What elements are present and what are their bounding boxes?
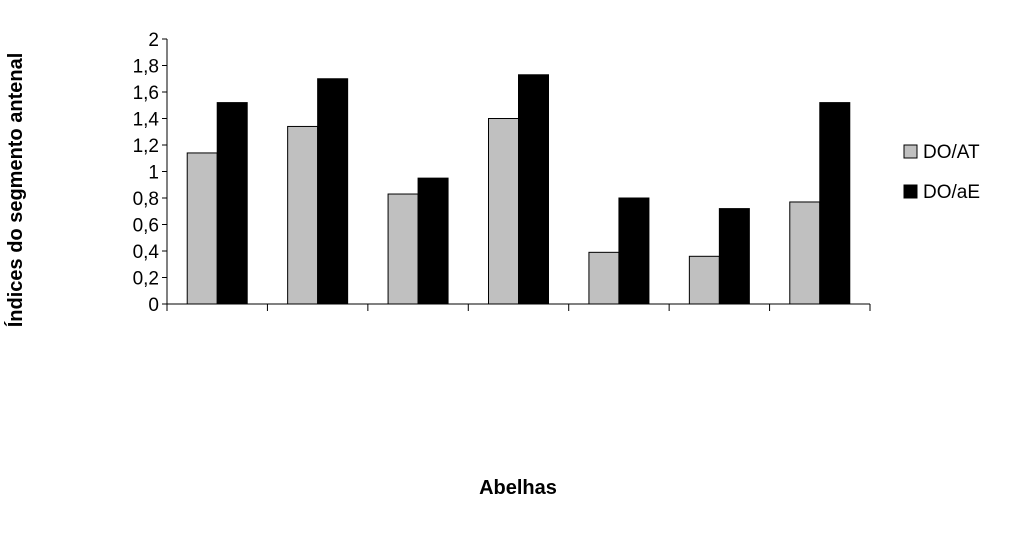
bar-do-ae-4 [518,74,549,305]
bar-do-ae-2 [317,78,349,305]
bar-do-at-6 [688,255,720,305]
y-axis-ticks: 0 0,2 0,4 0,6 0,8 1 1,2 1,4 1,6 1,8 2 [133,30,167,316]
legend-label-do-ae: DO/aE [923,182,980,203]
x-axis-title: Abelhas [479,477,557,499]
legend: DO/AT DO/aE [903,142,980,203]
bar-do-at-2 [287,125,319,305]
y-tick-label: 1,4 [133,110,160,131]
legend-swatch-do-at [903,144,918,159]
y-tick-label: 1,8 [133,57,159,78]
legend-label-do-at: DO/AT [923,142,980,163]
x-axis-ticks [166,304,871,311]
y-tick-label: 1,2 [133,136,159,157]
legend-item-do-ae: DO/aE [903,182,980,203]
bar-do-ae-5 [618,197,650,305]
y-tick-label: 0 [148,295,159,316]
y-tick-label: 0,6 [133,216,159,237]
y-tick-label: 2 [148,30,159,51]
bar-do-ae-6 [718,208,750,305]
legend-swatch-do-ae [903,184,918,199]
bar-do-ae-7 [819,102,851,305]
bars [186,74,851,305]
y-axis-title: Índices do segmento antenal [4,53,27,328]
bar-do-at-7 [789,201,821,305]
legend-item-do-at: DO/AT [903,142,980,163]
bar-do-at-3 [387,193,419,305]
y-tick-label: 1,6 [133,83,159,104]
plot-area: 0 0,2 0,4 0,6 0,8 1 1,2 1,4 1,6 1,8 2 [133,30,871,316]
y-tick-label: 0,2 [133,269,159,290]
y-tick-label: 1 [148,163,159,184]
bar-do-at-1 [186,152,218,305]
bar-do-at-4 [488,118,519,305]
bar-do-ae-3 [417,177,449,305]
bar-do-at-5 [588,251,620,305]
y-tick-label: 0,4 [133,242,160,263]
y-tick-label: 0,8 [133,189,159,210]
bar-do-ae-1 [216,102,248,305]
